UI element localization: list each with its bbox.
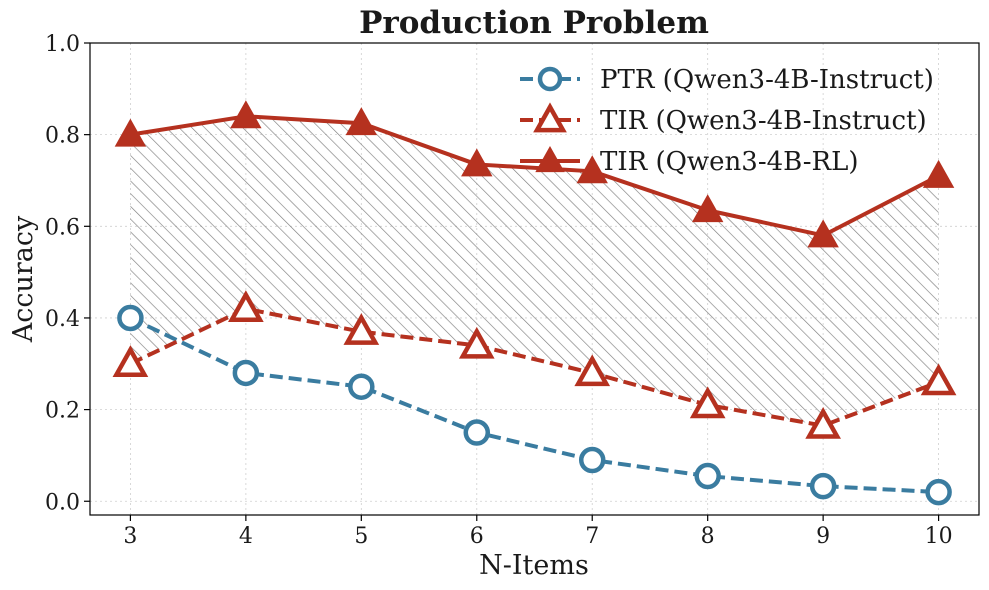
- data-point: [920, 363, 957, 396]
- shaded-area: [130, 116, 939, 426]
- legend-item-tir-qwen3-4b-rl: TIR (Qwen3-4B-RL): [520, 145, 859, 177]
- legend-label: TIR (Qwen3-4B-Instruct): [600, 106, 927, 136]
- y-tick-label: 0.0: [45, 490, 80, 515]
- legend: PTR (Qwen3-4B-Instruct) TIR (Qwen3-4B-Ins…: [520, 65, 934, 177]
- data-point: [574, 354, 611, 387]
- legend-item-tir-qwen3-4b-instruct: TIR (Qwen3-4B-Instruct): [520, 102, 927, 136]
- x-tick-label: 8: [701, 524, 715, 549]
- data-point: [576, 155, 608, 184]
- data-point: [805, 407, 841, 439]
- data-point: [228, 290, 264, 322]
- series-tir-qwen3-4b-instruct: [112, 290, 957, 439]
- y-tick-label: 0.8: [45, 124, 80, 149]
- y-axis-label: Accuracy: [8, 215, 39, 343]
- legend-item-ptr-qwen3-4b-instruct: PTR (Qwen3-4B-Instruct): [520, 65, 934, 95]
- data-point: [114, 118, 147, 147]
- data-point: [230, 100, 262, 129]
- legend-label: PTR (Qwen3-4B-Instruct): [600, 65, 934, 95]
- y-tick-label: 1.0: [45, 32, 80, 57]
- data-point: [461, 148, 493, 177]
- legend-marker: [535, 145, 565, 173]
- y-tick-label: 0.4: [45, 307, 80, 332]
- series-line: [130, 114, 940, 238]
- shaded-region: [130, 116, 939, 426]
- y-axis: 0.0 0.2 0.4 0.6 0.8 1.0: [45, 32, 90, 515]
- x-tick-label: 10: [925, 524, 953, 549]
- series-tir-qwen3-4b-rl: [114, 100, 955, 248]
- data-point: [694, 462, 721, 490]
- x-tick-label: 3: [123, 524, 137, 549]
- data-point: [578, 446, 606, 474]
- data-point: [807, 219, 839, 248]
- data-point: [691, 194, 724, 223]
- series-line: [129, 306, 940, 428]
- data-point: [232, 359, 260, 387]
- data-point: [458, 326, 495, 359]
- x-tick-label: 9: [816, 524, 830, 549]
- data-point: [117, 304, 144, 332]
- y-tick-label: 0.6: [45, 215, 80, 240]
- x-tick-label: 4: [239, 524, 253, 549]
- x-axis-label: N-Items: [479, 550, 589, 581]
- legend-label: TIR (Qwen3-4B-RL): [600, 147, 859, 177]
- series-line: [129, 316, 939, 495]
- data-point: [343, 313, 380, 345]
- data-point: [925, 478, 952, 506]
- x-tick-label: 5: [354, 524, 368, 549]
- x-tick-label: 6: [470, 524, 484, 549]
- data-point: [112, 345, 149, 377]
- data-point: [348, 373, 375, 400]
- series-layer: [112, 100, 957, 506]
- plot-frame: [89, 42, 980, 516]
- data-point: [463, 419, 491, 446]
- data-point: [689, 386, 726, 419]
- legend-marker: [537, 66, 563, 92]
- data-point: [922, 159, 955, 188]
- x-tick-label: 7: [585, 524, 599, 549]
- data-point: [345, 107, 378, 136]
- x-axis: 3 4 5 6 7 8 9 10: [123, 515, 953, 549]
- data-point: [809, 472, 837, 500]
- chart-title: Production Problem: [359, 5, 709, 41]
- series-ptr-qwen3-4b-instruct: [117, 304, 952, 506]
- y-tick-label: 0.2: [45, 399, 80, 424]
- legend-marker: [533, 102, 567, 133]
